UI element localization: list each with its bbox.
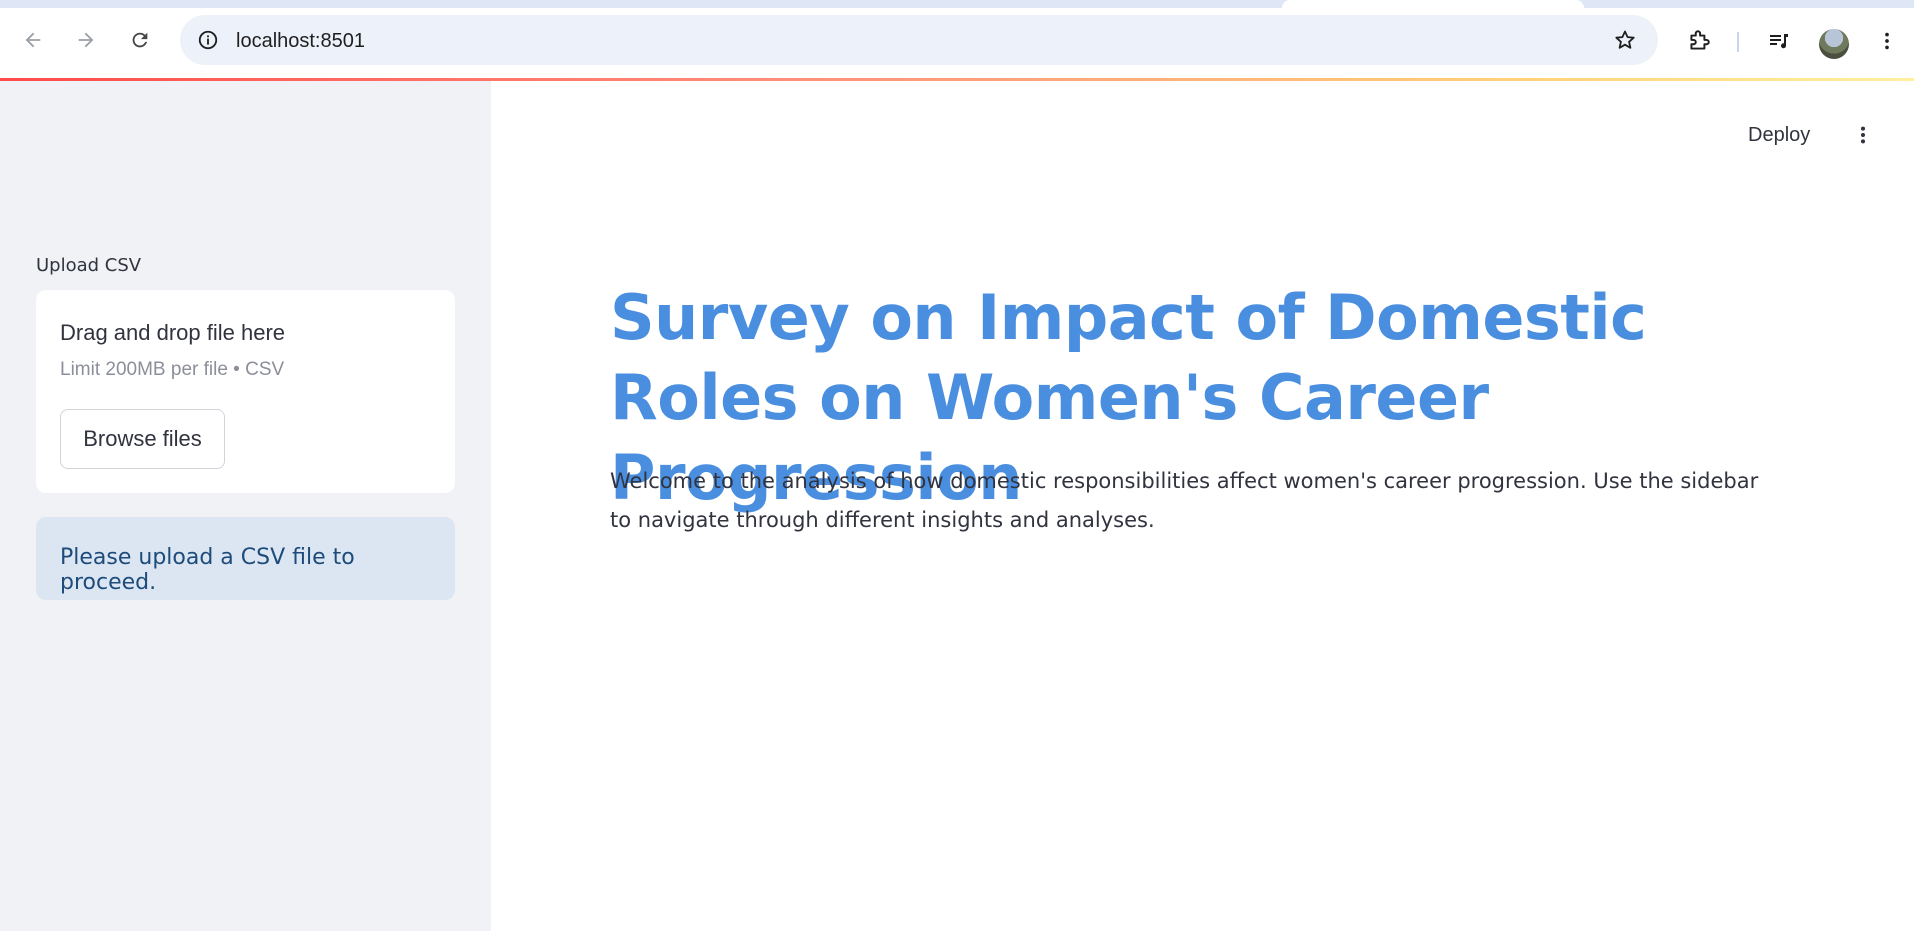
app-menu-icon[interactable] — [1848, 118, 1878, 152]
browse-files-button[interactable]: Browse files — [60, 409, 225, 469]
reload-icon[interactable] — [122, 22, 158, 58]
dropzone-title: Drag and drop file here — [60, 320, 286, 345]
profile-avatar[interactable] — [1819, 29, 1849, 59]
info-alert: Please upload a CSV file to proceed. — [36, 517, 455, 600]
intro-text: Welcome to the analysis of how domestic … — [610, 469, 1759, 532]
forward-icon[interactable] — [68, 22, 104, 58]
active-tab[interactable] — [1282, 0, 1584, 8]
tab-strip — [0, 0, 1914, 8]
main-content — [491, 81, 1914, 931]
browser-menu-icon[interactable] — [1870, 24, 1904, 58]
deploy-button[interactable]: Deploy — [1748, 123, 1811, 146]
back-icon[interactable] — [15, 22, 51, 58]
bookmark-star-icon[interactable] — [1610, 25, 1640, 55]
url-text[interactable]: localhost:8501 — [236, 30, 365, 52]
dropzone-limit: Limit 200MB per file • CSV — [60, 359, 285, 380]
media-controls-icon[interactable] — [1762, 24, 1796, 58]
file-dropzone[interactable]: Drag and drop file here Limit 200MB per … — [36, 290, 455, 493]
extensions-icon[interactable] — [1682, 24, 1716, 58]
sidebar: Upload CSV Drag and drop file here Limit… — [0, 81, 491, 931]
upload-label: Upload CSV — [36, 255, 142, 276]
info-alert-text: Please upload a CSV file to proceed. — [60, 545, 355, 595]
app-decoration-line — [0, 78, 1914, 81]
browser-chrome: localhost:8501 — [0, 0, 1914, 81]
site-info-icon[interactable] — [192, 24, 224, 56]
page-title: Survey on Impact of Domestic Roles on Wo… — [610, 281, 1647, 514]
toolbar-separator — [1737, 32, 1739, 52]
browser-toolbar: localhost:8501 — [0, 8, 1914, 77]
address-bar[interactable]: localhost:8501 — [180, 15, 1658, 65]
